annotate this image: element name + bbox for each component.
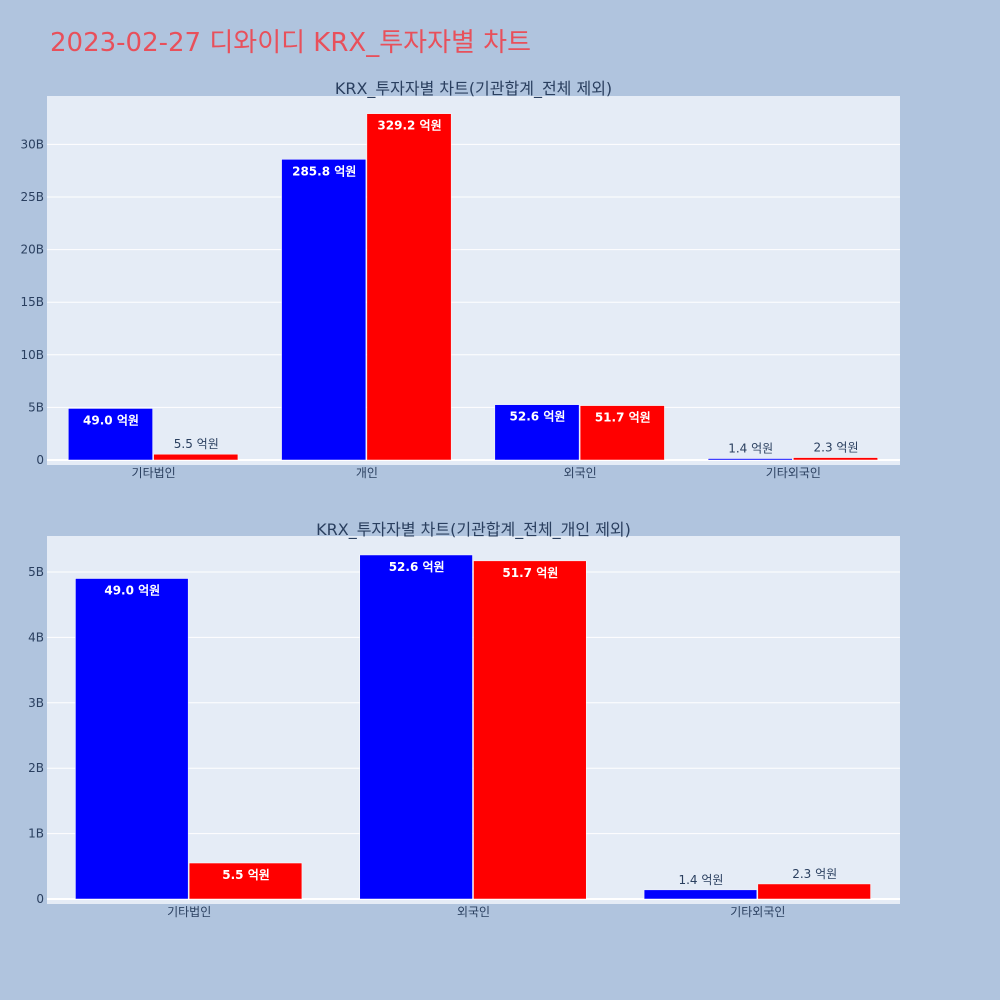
x-tick-label: 기타법인	[167, 905, 211, 919]
bar	[188, 862, 303, 900]
bar	[707, 458, 793, 461]
data-label: 51.7 억원	[595, 411, 651, 425]
bar	[68, 408, 153, 461]
x-tick-label: 기타법인	[132, 466, 176, 480]
data-label: 5.5 억원	[174, 437, 219, 451]
plot-area	[47, 96, 900, 465]
data-label: 329.2 억원	[377, 119, 441, 133]
bar	[473, 560, 587, 900]
y-tick-label: 20B	[20, 243, 44, 257]
x-tick-label: 개인	[356, 466, 378, 480]
y-tick-label: 0	[36, 892, 44, 906]
y-tick-label: 5B	[28, 400, 44, 414]
data-label: 49.0 억원	[104, 584, 160, 598]
bar	[579, 405, 665, 461]
y-tick-label: 3B	[28, 696, 44, 710]
y-tick-label: 30B	[20, 137, 44, 151]
bar	[643, 889, 758, 900]
y-tick-label: 0	[36, 453, 44, 467]
chart-title: KRX_투자자별 차트(기관합계_전체_개인 제외)	[316, 520, 631, 540]
data-label: 52.6 억원	[510, 410, 566, 424]
data-label: 2.3 억원	[792, 867, 837, 881]
bar	[75, 578, 189, 900]
y-tick-label: 10B	[20, 348, 44, 362]
data-label: 51.7 억원	[502, 566, 558, 580]
y-tick-label: 2B	[28, 761, 44, 775]
bar	[359, 554, 473, 900]
y-tick-label: 5B	[28, 565, 44, 579]
data-label: 1.4 억원	[728, 442, 773, 456]
bar	[281, 159, 367, 461]
data-label: 1.4 억원	[678, 873, 723, 887]
y-tick-label: 4B	[28, 630, 44, 644]
y-tick-label: 1B	[28, 827, 44, 841]
page-title: 2023-02-27 디와이디 KRX_투자자별 차트	[50, 28, 532, 58]
x-tick-label: 기타외국인	[766, 466, 821, 480]
data-label: 285.8 억원	[292, 164, 356, 178]
y-tick-label: 15B	[20, 295, 44, 309]
bar	[494, 404, 580, 461]
bar	[366, 113, 452, 461]
x-tick-label: 외국인	[457, 905, 490, 919]
x-tick-label: 외국인	[564, 466, 597, 480]
data-label: 49.0 억원	[83, 413, 139, 427]
bar	[153, 453, 239, 461]
chart-1: 0 5B 10B 15B 20B 25B 30B KRX_투자자별 차트(기관합계_전체 제외…	[20, 79, 900, 480]
x-tick-label: 기타외국인	[730, 905, 785, 919]
data-label: 52.6 억원	[389, 560, 445, 574]
chart-title: KRX_투자자별 차트(기관합계_전체 제외)	[335, 79, 612, 99]
bar	[757, 883, 871, 900]
bar	[793, 457, 878, 461]
y-tick-label: 25B	[20, 190, 44, 204]
data-label: 2.3 억원	[814, 441, 859, 455]
chart-2: 0 1B 2B 3B 4B 5B KRX_투자자별 차트(기관합계_전체_개인 제외) 기타법…	[28, 520, 900, 919]
data-label: 5.5 억원	[222, 868, 270, 882]
